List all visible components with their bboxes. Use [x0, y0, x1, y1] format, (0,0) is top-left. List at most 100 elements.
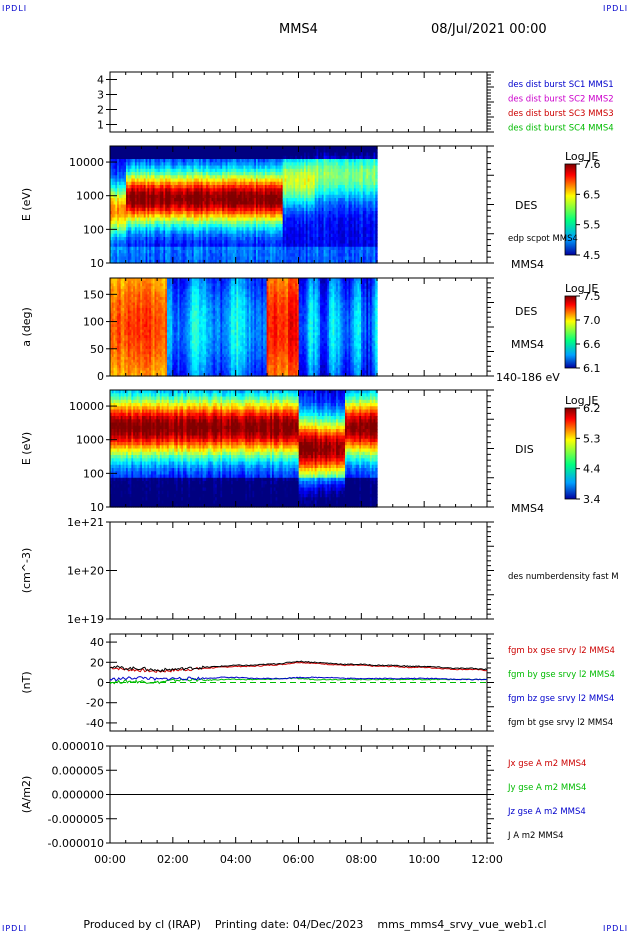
dis-energy-spectrogram [110, 390, 378, 508]
corner-label-top-left: IPDLI [2, 4, 28, 13]
y-tick-label: 1e+20 [67, 565, 104, 578]
footer-produced: Produced by cl (IRAP) [83, 918, 201, 931]
des-energy-colorbar-label: 4.5 [583, 249, 601, 262]
scpot-label: edp scpot MMS4 [508, 234, 578, 244]
y-tick-label: 1000 [76, 190, 104, 203]
dis-energy-colorbar [564, 407, 577, 500]
y-tick-label: 150 [83, 288, 104, 301]
des-pitch-colorbar-label: 7.0 [583, 314, 601, 327]
series-line-b [109, 677, 488, 685]
x-tick-label: 04:00 [220, 853, 252, 866]
y-tick-label: 40 [90, 636, 104, 649]
spacecraft-panel-frame [109, 71, 488, 133]
corner-label-top-right: IPDLI [603, 4, 629, 13]
des-pitch-label: DES [515, 305, 537, 318]
y-tick-label: 10000 [69, 156, 104, 169]
dis-energy-spacecraft-label: MMS4 [511, 502, 544, 515]
des-pitch-colorbar [564, 295, 577, 369]
y-tick-label: 0 [97, 677, 104, 690]
des-pitch-energy-range: 140-186 eV [496, 371, 560, 384]
y-tick-label: 100 [83, 316, 104, 329]
y-tick-label: 0.000005 [52, 764, 105, 777]
legend-entry-spacecraft: des dist burst SC2 MMS2 [508, 95, 614, 105]
corner-label-bottom-right: IPDLI [603, 924, 629, 933]
dis-energy-colorbar-label: 3.4 [583, 493, 601, 506]
legend-entry-b: fgm by gse srvy l2 MMS4 [508, 670, 615, 680]
y-tick-label: 100 [83, 467, 104, 480]
des-energy-ylabel: E (eV) [20, 188, 33, 221]
y-tick-label: 0.000010 [52, 740, 105, 753]
y-tick-label: 4 [97, 74, 104, 87]
y-tick-label: 100 [83, 223, 104, 236]
y-tick-label: 10000 [69, 400, 104, 413]
legend-entry-density: des numberdensity fast M [508, 572, 619, 582]
des-energy-colorbar-label: 5.5 [583, 219, 601, 232]
date-title: 08/Jul/2021 00:00 [431, 22, 547, 37]
dis-energy-colorbar-label: 5.3 [583, 432, 601, 445]
y-tick-label: -40 [86, 717, 104, 730]
dis-energy-colorbar-label: 4.4 [583, 463, 601, 476]
legend-entry-spacecraft: des dist burst SC1 MMS1 [508, 80, 614, 90]
dis-energy-label: DIS [515, 443, 534, 456]
y-tick-label: 1e+19 [67, 613, 104, 626]
y-tick-label: 10 [90, 257, 104, 270]
des-pitch-colorbar-label: 7.5 [583, 290, 601, 303]
density-ylabel: (cm^-3) [20, 548, 33, 594]
footer-printing-date: Printing date: 04/Dec/2023 [214, 918, 364, 931]
y-tick-label: 1 [97, 119, 104, 132]
series-line-b [109, 676, 488, 682]
x-tick-label: 06:00 [283, 853, 315, 866]
legend-entry-spacecraft: des dist burst SC3 MMS3 [508, 109, 614, 119]
footer-filename: mms_mms4_srvy_vue_web1.cl [377, 918, 547, 931]
corner-label-bottom-left: IPDLI [2, 924, 28, 933]
des-energy-colorbar [564, 163, 577, 256]
footer: Produced by cl (IRAP) Printing date: 04/… [0, 918, 630, 931]
y-tick-label: 0 [97, 370, 104, 383]
des-energy-colorbar-label: 6.5 [583, 188, 601, 201]
current-density-ylabel: (A/m2) [20, 776, 33, 814]
des-energy-label: DES [515, 199, 537, 212]
legend-entry-j: Jz gse A m2 MMS4 [507, 807, 586, 817]
dis-energy-colorbar-label: 6.2 [583, 402, 601, 415]
y-tick-label: 50 [90, 343, 104, 356]
y-tick-label: 0.000000 [52, 789, 105, 802]
des-pitch-colorbar-label: 6.6 [583, 338, 601, 351]
legend-entry-spacecraft: des dist burst SC4 MMS4 [508, 124, 614, 134]
magnetic-field-ylabel: (nT) [20, 671, 33, 693]
x-tick-label: 02:00 [157, 853, 189, 866]
mission-title: MMS4 [279, 22, 318, 37]
y-tick-label: 1000 [76, 434, 104, 447]
y-tick-label: -0.000005 [48, 813, 104, 826]
legend-entry-b: fgm bt gse srvy l2 MMS4 [508, 718, 613, 728]
series-line-b [109, 661, 488, 673]
des-energy-spacecraft-label: MMS4 [511, 258, 544, 271]
des-energy-spectrogram [110, 146, 378, 264]
des-pitch-spectrogram [110, 278, 378, 377]
des-pitch-ylabel: a (deg) [20, 307, 33, 347]
legend-entry-b: fgm bx gse srvy l2 MMS4 [508, 646, 615, 656]
legend-entry-j: Jx gse A m2 MMS4 [507, 759, 586, 769]
y-tick-label: -0.000010 [48, 837, 104, 850]
x-tick-label: 08:00 [345, 853, 377, 866]
density-panel-frame [109, 521, 488, 620]
des-pitch-colorbar-title: Log JE [565, 282, 598, 295]
legend-entry-j: J A m2 MMS4 [507, 831, 564, 841]
des-energy-colorbar-label: 7.6 [583, 158, 601, 171]
series-line-b [109, 660, 488, 673]
dis-energy-colorbar-title: Log JE [565, 394, 598, 407]
y-tick-label: 1e+21 [67, 516, 104, 529]
des-pitch-spacecraft-label: MMS4 [511, 338, 544, 351]
legend-entry-j: Jy gse A m2 MMS4 [507, 783, 586, 793]
y-tick-label: 10 [90, 501, 104, 514]
y-tick-label: -20 [86, 697, 104, 710]
y-tick-label: 2 [97, 104, 104, 117]
des-energy-colorbar-title: Log JE [565, 150, 598, 163]
dis-energy-ylabel: E (eV) [20, 432, 33, 465]
x-tick-label: 00:00 [94, 853, 126, 866]
y-tick-label: 20 [90, 656, 104, 669]
y-tick-label: 3 [97, 89, 104, 102]
des-pitch-colorbar-label: 6.1 [583, 362, 601, 375]
legend-entry-b: fgm bz gse srvy l2 MMS4 [508, 694, 614, 704]
x-tick-label: 10:00 [408, 853, 440, 866]
